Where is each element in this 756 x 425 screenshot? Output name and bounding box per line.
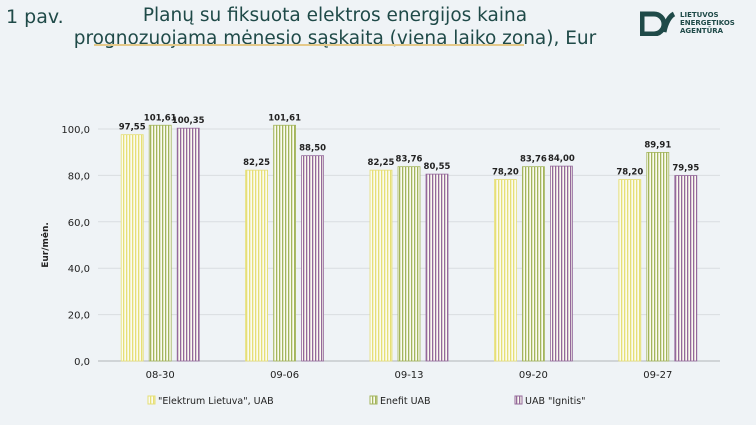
- bar: [522, 166, 545, 362]
- bar: [646, 152, 670, 362]
- data-label: 82,25: [368, 158, 395, 168]
- bar: [425, 173, 449, 362]
- data-label: 83,76: [520, 155, 547, 165]
- logo-text: AGENTŪRA: [680, 27, 724, 35]
- data-label: 101,61: [268, 113, 301, 123]
- legend-label: UAB "Ignitis": [525, 396, 586, 407]
- y-axis-label: Eur/mėn.: [41, 222, 51, 268]
- data-label: 79,95: [672, 164, 699, 174]
- bar: [148, 124, 172, 362]
- bar: [397, 166, 421, 362]
- data-label: 101,61: [144, 113, 177, 123]
- data-label: 78,20: [492, 168, 519, 178]
- bar: [245, 169, 269, 362]
- data-label: 82,25: [243, 158, 270, 168]
- y-tick-label: 0,0: [74, 357, 90, 368]
- y-tick-label: 100,0: [61, 125, 90, 136]
- logo-icon: [640, 11, 676, 36]
- data-label: 84,00: [548, 154, 575, 164]
- x-tick-label: 09-27: [643, 370, 672, 381]
- bar: [674, 175, 698, 362]
- title-underline: [94, 44, 524, 46]
- bar: [550, 165, 573, 362]
- chart-title: Planų su fiksuota elektros energijos kai…: [73, 5, 597, 49]
- bar: [369, 169, 393, 362]
- x-tick-label: 08-30: [146, 370, 175, 381]
- y-tick-label: 40,0: [68, 264, 90, 275]
- y-tick-label: 80,0: [68, 171, 90, 182]
- data-label: 78,20: [616, 168, 643, 178]
- data-label: 89,91: [644, 140, 671, 150]
- bar: [493, 179, 517, 362]
- y-tick-label: 20,0: [68, 311, 90, 322]
- bar: [301, 155, 325, 362]
- bar: [120, 134, 144, 362]
- legend-label: Enefit UAB: [380, 396, 431, 407]
- logo-text: ENERGETIKOS: [680, 19, 735, 27]
- legend-swatch: [147, 395, 156, 405]
- x-tick-label: 09-06: [270, 370, 299, 381]
- bar: [618, 179, 642, 362]
- x-tick-label: 09-20: [519, 370, 548, 381]
- legend-label: "Elektrum Lietuva", UAB: [158, 396, 274, 407]
- y-tick-label: 60,0: [68, 218, 90, 229]
- data-label: 100,35: [172, 116, 205, 126]
- data-label: 83,76: [396, 155, 423, 165]
- bar: [176, 127, 200, 362]
- data-label: 97,55: [119, 123, 146, 133]
- agency-logo: LIETUVOS ENERGETIKOS AGENTŪRA: [640, 10, 735, 36]
- data-label: 80,55: [424, 162, 451, 172]
- figure-label: 1 pav.: [6, 6, 64, 28]
- bar: [273, 124, 297, 362]
- logo-text: LIETUVOS: [680, 11, 719, 19]
- x-tick-label: 09-13: [394, 370, 423, 381]
- data-label: 88,50: [299, 144, 326, 154]
- legend-swatch: [369, 395, 378, 405]
- legend-swatch: [514, 395, 523, 405]
